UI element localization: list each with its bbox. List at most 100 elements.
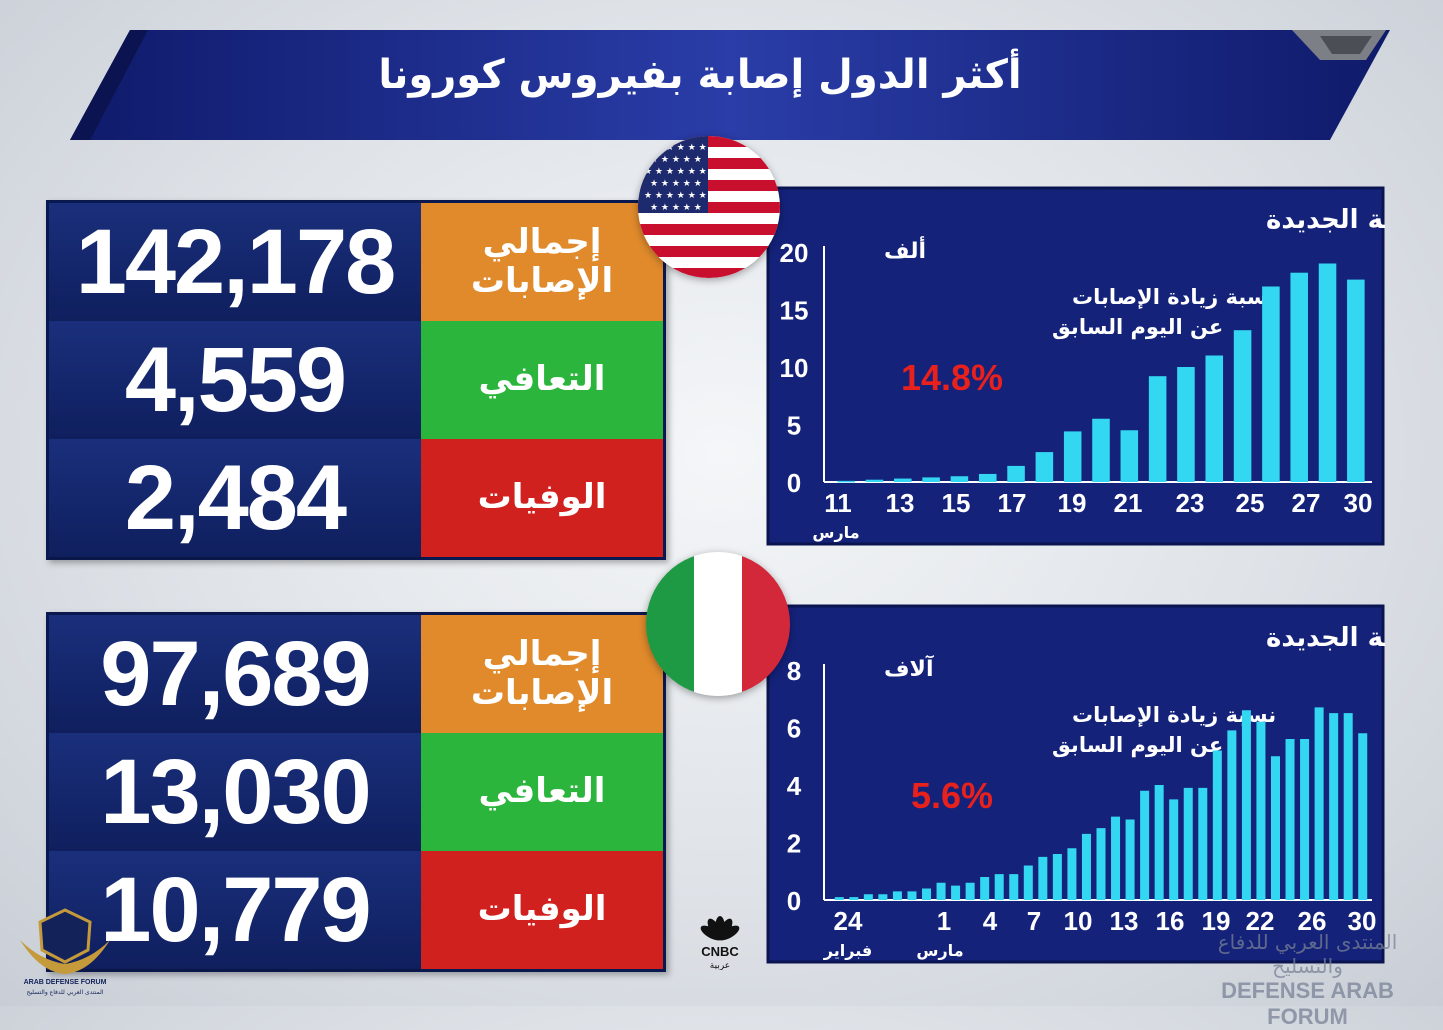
bar: [1096, 828, 1106, 900]
recovered-label: التعافي: [421, 321, 663, 439]
bar: [1177, 367, 1195, 482]
bar: [978, 473, 997, 482]
chart-unit-label: آلاف: [884, 654, 934, 682]
usa-daily-cases-chart: الحالات اليومية الجديدة ألف نسبة زيادة الإ…: [766, 186, 1385, 546]
x-tick-label: 4: [983, 906, 998, 936]
bar: [863, 894, 873, 900]
x-tick-label: 30: [1344, 488, 1373, 518]
bar: [922, 477, 940, 482]
x-tick-label: 10: [1064, 906, 1093, 936]
bar: [1111, 816, 1121, 900]
bar: [1347, 279, 1365, 482]
watermark-right: المنتدى العربي للدفاع والتسليح DEFENSE A…: [1180, 930, 1435, 1030]
bar: [1148, 376, 1167, 482]
stat-row-total: 97,689 إجمالي الإصابات: [49, 615, 663, 735]
chart-title: الحالات اليومية الجديدة: [1266, 623, 1385, 653]
stat-row-deaths: 10,779 الوفيات: [49, 851, 663, 971]
bar: [1358, 733, 1368, 900]
bar: [936, 882, 946, 900]
bar: [980, 877, 990, 900]
bar: [1343, 713, 1353, 900]
page-title: أكثر الدول إصابة بفيروس كورونا: [378, 52, 1022, 98]
svg-text:★ ★ ★ ★ ★: ★ ★ ★ ★ ★: [650, 203, 702, 213]
bar: [849, 897, 859, 900]
x-tick-label: 13: [1110, 906, 1139, 936]
bar: [865, 479, 884, 482]
annotation-line2: عن اليوم السابق: [1052, 733, 1223, 757]
logo-text: CNBC: [701, 944, 739, 959]
stat-row-recovered: 4,559 التعافي: [49, 321, 663, 441]
x-tick-label: 7: [1027, 906, 1041, 936]
recovered-label: التعافي: [421, 733, 663, 851]
x-tick-label: 24: [834, 906, 863, 936]
bar: [994, 874, 1004, 900]
recovered-value: 4,559: [49, 321, 421, 441]
svg-text:★ ★ ★ ★ ★ ★: ★ ★ ★ ★ ★ ★: [644, 143, 707, 153]
cnbc-logo: CNBC عربية: [680, 910, 760, 974]
x-tick-label: 11: [824, 488, 852, 518]
deaths-value: 10,779: [49, 851, 421, 971]
y-tick-label: 8: [787, 656, 801, 686]
bar: [950, 476, 969, 482]
bar: [1314, 707, 1324, 900]
x-tick-label: 30: [1348, 906, 1377, 936]
bar: [1262, 286, 1280, 482]
bar: [965, 882, 975, 900]
bar: [1125, 819, 1135, 900]
bar: [1241, 710, 1251, 900]
bar: [892, 891, 902, 900]
bar: [1052, 854, 1062, 900]
bar: [1140, 790, 1150, 900]
bar: [1035, 452, 1054, 482]
recovered-value: 13,030: [49, 733, 421, 853]
label-line2: الإصابات: [470, 673, 614, 713]
chart-unit-label: ألف: [884, 235, 926, 264]
annotation-line2: عن اليوم السابق: [1052, 315, 1223, 339]
bar: [1270, 756, 1280, 900]
usa-flag: ★ ★ ★ ★ ★ ★ ★ ★ ★ ★ ★ ★ ★ ★ ★ ★ ★ ★ ★ ★ ★ …: [638, 136, 780, 278]
italy-stats-table: 97,689 إجمالي الإصابات 13,030 التعافي 10,…: [46, 612, 666, 972]
annotation-line1: نسبة زيادة الإصابات: [1072, 285, 1276, 309]
svg-text:★ ★ ★ ★ ★ ★: ★ ★ ★ ★ ★ ★: [644, 191, 707, 201]
x-month-label: مارس: [916, 941, 963, 960]
svg-text:★ ★ ★ ★ ★ ★: ★ ★ ★ ★ ★ ★: [644, 167, 707, 177]
stat-row-total: 142,178 إجمالي الإصابات: [49, 203, 663, 323]
chart-title: الحالات اليومية الجديدة: [1266, 205, 1385, 235]
bar: [1233, 330, 1252, 482]
bar: [1256, 721, 1266, 900]
x-tick-label: 13: [886, 488, 915, 518]
bar: [922, 888, 932, 900]
label-line1: إجمالي: [482, 221, 602, 262]
x-tick-label: 23: [1176, 488, 1205, 518]
x-month-label: فبراير: [823, 941, 872, 960]
bar: [1120, 430, 1139, 482]
deaths-value: 2,484: [49, 439, 421, 559]
bar: [1318, 263, 1337, 482]
watermark-left: ARAB DEFENSE FORUM المنتدى العربي للدفاع…: [10, 900, 120, 1004]
bar: [1023, 865, 1033, 900]
deaths-label: الوفيات: [421, 851, 663, 969]
y-tick-label: 20: [780, 238, 809, 268]
bar: [1227, 730, 1237, 900]
y-tick-label: 6: [787, 714, 801, 744]
svg-text:★ ★ ★ ★ ★: ★ ★ ★ ★ ★: [650, 179, 702, 189]
y-tick-label: 5: [787, 411, 801, 441]
total-cases-label: إجمالي الإصابات: [421, 615, 663, 733]
bar: [1198, 787, 1208, 900]
bar: [1009, 874, 1019, 900]
bar: [1212, 750, 1222, 900]
bar: [1007, 465, 1025, 482]
bar: [1092, 418, 1110, 482]
bar: [834, 897, 844, 900]
chart-background: [766, 186, 1385, 546]
bar: [1329, 713, 1339, 900]
bar: [1063, 431, 1082, 482]
x-tick-label: 25: [1236, 488, 1265, 518]
x-tick-label: 27: [1292, 488, 1321, 518]
label-line2: الإصابات: [470, 261, 614, 301]
y-tick-label: 10: [780, 353, 809, 383]
svg-text:★ ★ ★ ★ ★: ★ ★ ★ ★ ★: [650, 155, 702, 165]
x-tick-label: 1: [937, 906, 951, 936]
